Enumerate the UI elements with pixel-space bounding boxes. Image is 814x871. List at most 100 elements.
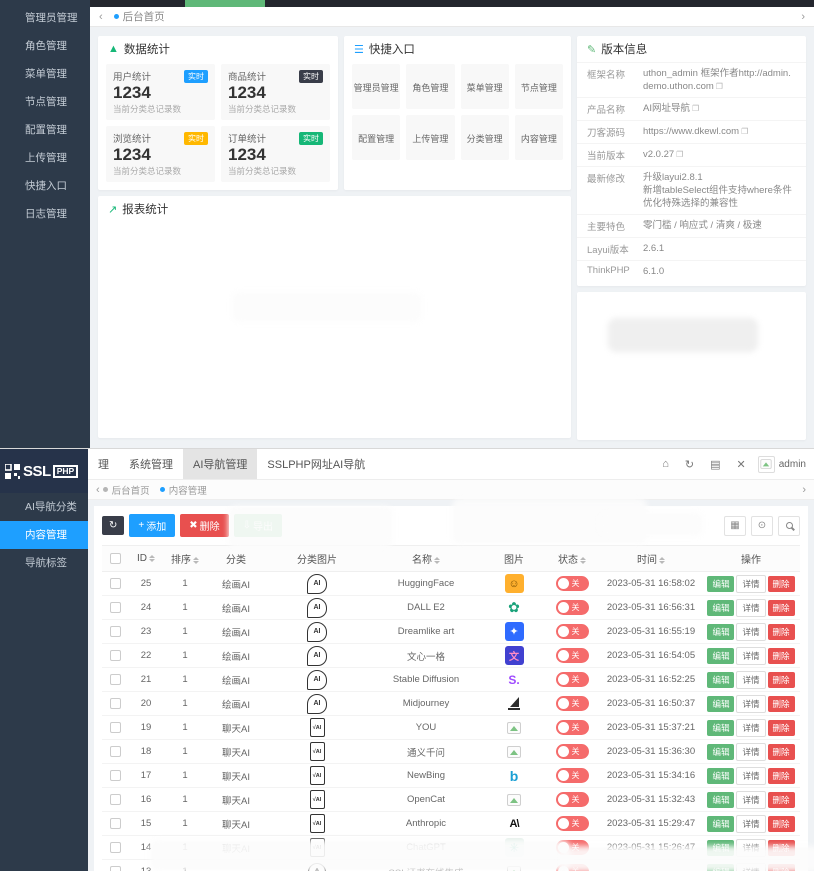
edit-button[interactable]: 编辑 <box>707 599 735 616</box>
row-checkbox[interactable] <box>109 673 121 685</box>
row-checkbox[interactable] <box>109 697 121 709</box>
avatar[interactable] <box>757 455 775 473</box>
detail-button[interactable]: 详情 <box>736 766 766 785</box>
row-checkbox[interactable] <box>109 865 121 871</box>
row-delete-button[interactable]: 删除 <box>767 671 795 688</box>
open-tab[interactable]: 内容管理 <box>159 483 207 497</box>
detail-button[interactable]: 详情 <box>736 790 766 809</box>
row-checkbox[interactable] <box>109 793 121 805</box>
edit-button[interactable]: 编辑 <box>707 695 735 712</box>
edit-button[interactable]: 编辑 <box>707 839 735 856</box>
row-checkbox[interactable] <box>109 769 121 781</box>
tab-scroll-right-icon[interactable]: › <box>801 10 805 23</box>
quick-entry-item[interactable]: 节点管理 <box>514 64 563 109</box>
quick-entry-item[interactable]: 内容管理 <box>514 115 563 160</box>
stat-box[interactable]: 订单统计 实时 1234 当前分类总记录数 <box>221 126 330 182</box>
row-delete-button[interactable]: 删除 <box>767 695 795 712</box>
row-checkbox[interactable] <box>109 601 121 613</box>
detail-button[interactable]: 详情 <box>736 598 766 617</box>
column-header[interactable]: 分类 <box>206 545 266 572</box>
sidebar-item[interactable]: 配置管理 <box>0 116 90 144</box>
edit-button[interactable]: 编辑 <box>707 575 735 592</box>
print-icon[interactable]: ⊙ <box>751 515 773 536</box>
row-delete-button[interactable]: 删除 <box>767 719 795 736</box>
edit-button[interactable]: 编辑 <box>707 719 735 736</box>
sort-icon[interactable] <box>434 556 440 564</box>
sort-icon[interactable] <box>149 554 155 562</box>
detail-button[interactable]: 详情 <box>736 670 766 689</box>
sidebar-item[interactable]: 节点管理 <box>0 88 90 116</box>
column-header[interactable]: 排序 <box>164 545 206 572</box>
status-toggle[interactable]: 关 <box>555 863 589 871</box>
edit-button[interactable]: 编辑 <box>707 647 735 664</box>
sidebar-item[interactable]: 快捷入口 <box>0 172 90 200</box>
edit-button[interactable]: 编辑 <box>707 743 735 760</box>
column-header[interactable]: 状态 <box>544 545 600 572</box>
row-delete-button[interactable]: 删除 <box>767 575 795 592</box>
nav-tab[interactable]: AI导航管理 <box>183 449 258 479</box>
grid-menu-icon[interactable]: ▤ <box>710 458 721 471</box>
sidebar-item[interactable]: 日志管理 <box>0 200 90 228</box>
row-checkbox[interactable] <box>109 721 121 733</box>
detail-button[interactable]: 详情 <box>736 862 766 871</box>
status-toggle[interactable]: 关 <box>555 695 589 711</box>
detail-button[interactable]: 详情 <box>736 694 766 713</box>
row-checkbox[interactable] <box>109 817 121 829</box>
sort-icon[interactable] <box>580 556 586 564</box>
status-toggle[interactable]: 关 <box>555 647 589 663</box>
column-header[interactable]: 操作 <box>702 545 800 572</box>
row-delete-button[interactable]: 删除 <box>767 743 795 760</box>
row-delete-button[interactable]: 删除 <box>767 623 795 640</box>
quick-entry-item[interactable]: 分类管理 <box>460 115 509 160</box>
status-toggle[interactable]: 关 <box>555 767 589 783</box>
edit-button[interactable]: 编辑 <box>707 863 735 871</box>
sidebar-item[interactable]: 内容管理 <box>0 521 88 549</box>
delete-button[interactable]: ✖ 删除 <box>180 514 229 537</box>
column-header[interactable]: 时间 <box>600 545 702 572</box>
column-header[interactable]: ID <box>128 545 164 572</box>
status-toggle[interactable]: 关 <box>555 839 589 855</box>
column-header[interactable]: 图片 <box>484 545 544 572</box>
row-delete-button[interactable]: 删除 <box>767 815 795 832</box>
row-delete-button[interactable]: 删除 <box>767 599 795 616</box>
row-checkbox[interactable] <box>109 745 121 757</box>
sort-icon[interactable] <box>193 556 199 564</box>
status-toggle[interactable]: 关 <box>555 671 589 687</box>
columns-filter-icon[interactable]: ▦ <box>724 515 746 536</box>
status-toggle[interactable]: 关 <box>555 743 589 759</box>
edit-button[interactable]: 编辑 <box>707 815 735 832</box>
status-toggle[interactable]: 关 <box>555 599 589 615</box>
row-delete-button[interactable]: 删除 <box>767 647 795 664</box>
sidebar-item[interactable]: AI导航分类 <box>0 493 88 521</box>
tab-scroll-right-icon[interactable]: › <box>802 483 806 496</box>
quick-entry-item[interactable]: 菜单管理 <box>460 64 509 109</box>
row-checkbox[interactable] <box>109 841 121 853</box>
detail-button[interactable]: 详情 <box>736 646 766 665</box>
detail-button[interactable]: 详情 <box>736 574 766 593</box>
nav-tab[interactable]: 理 <box>98 459 109 471</box>
search-icon[interactable] <box>778 515 800 536</box>
nav-tab[interactable]: SSLPHP网址AI导航 <box>267 459 366 471</box>
edit-button[interactable]: 编辑 <box>707 623 735 640</box>
stat-box[interactable]: 用户统计 实时 1234 当前分类总记录数 <box>106 64 215 120</box>
status-toggle[interactable]: 关 <box>555 719 589 735</box>
sidebar-item[interactable]: 角色管理 <box>0 32 90 60</box>
stat-box[interactable]: 浏览统计 实时 1234 当前分类总记录数 <box>106 126 215 182</box>
quick-entry-item[interactable]: 配置管理 <box>352 115 401 160</box>
refresh-button[interactable]: ↻ <box>102 516 125 535</box>
sort-icon[interactable] <box>659 556 665 564</box>
detail-button[interactable]: 详情 <box>736 838 766 857</box>
status-toggle[interactable]: 关 <box>555 623 589 639</box>
tab-scroll-left-icon[interactable]: ‹ <box>99 10 103 23</box>
detail-button[interactable]: 详情 <box>736 742 766 761</box>
row-delete-button[interactable]: 删除 <box>767 767 795 784</box>
status-toggle[interactable]: 关 <box>555 791 589 807</box>
tab-home[interactable]: 后台首页 <box>122 11 165 23</box>
edit-button[interactable]: 编辑 <box>707 791 735 808</box>
edit-button[interactable]: 编辑 <box>707 767 735 784</box>
export-button[interactable]: ⇩ 导出 <box>233 514 283 537</box>
sidebar-item[interactable]: 上传管理 <box>0 144 90 172</box>
detail-button[interactable]: 详情 <box>736 718 766 737</box>
row-checkbox[interactable] <box>109 625 121 637</box>
edit-button[interactable]: 编辑 <box>707 671 735 688</box>
